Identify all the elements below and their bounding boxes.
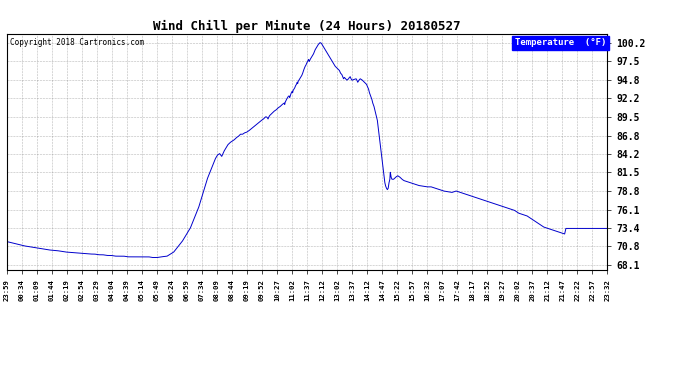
Text: Copyright 2018 Cartronics.com: Copyright 2018 Cartronics.com (10, 39, 144, 48)
Text: Temperature  (°F): Temperature (°F) (515, 39, 606, 48)
Title: Wind Chill per Minute (24 Hours) 20180527: Wind Chill per Minute (24 Hours) 2018052… (153, 20, 461, 33)
